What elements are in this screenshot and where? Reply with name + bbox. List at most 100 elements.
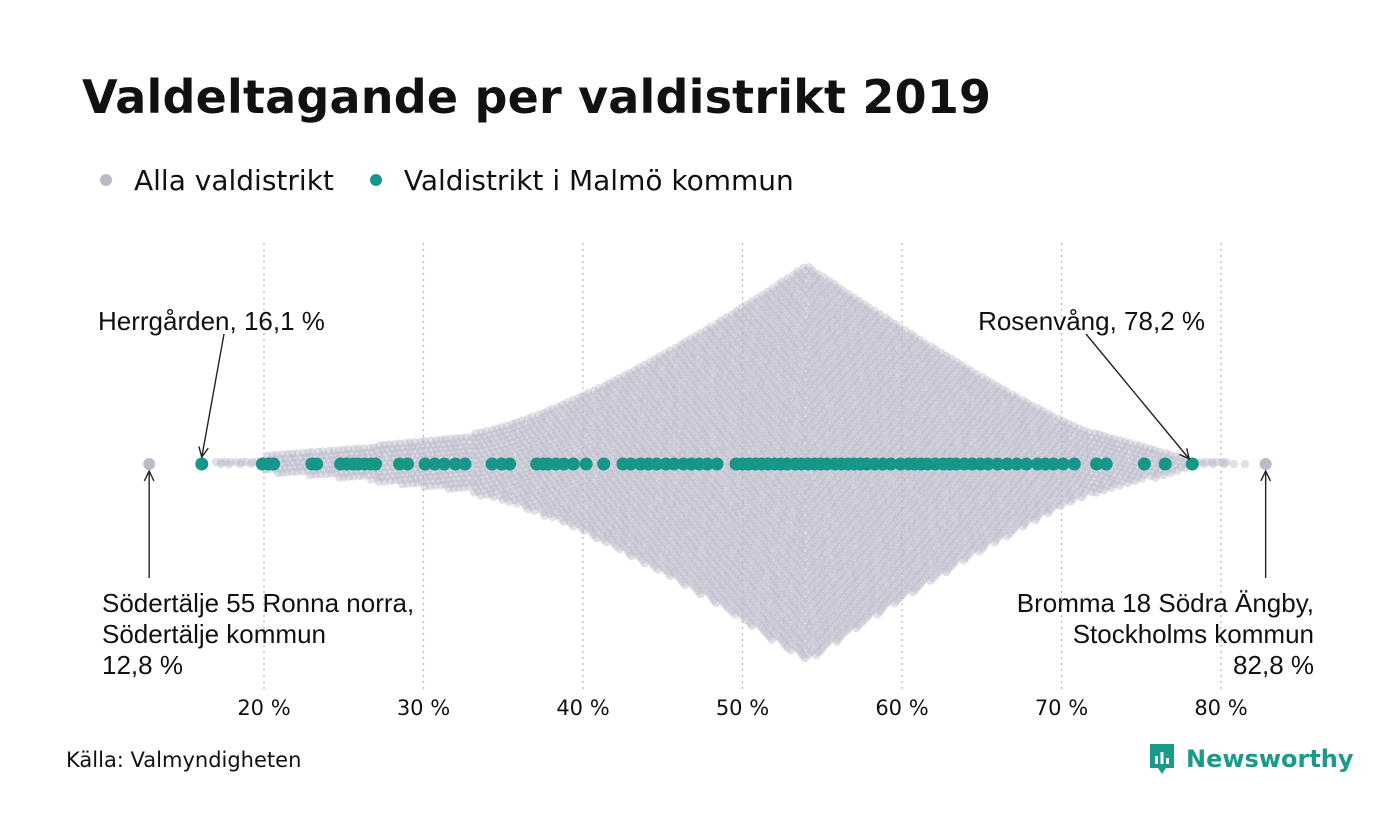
point-all-district — [556, 424, 566, 433]
point-all-district — [385, 467, 395, 477]
point-all-district — [551, 426, 561, 435]
point-all-district — [479, 459, 488, 468]
point-all-district — [375, 441, 385, 450]
point-all-district — [554, 447, 563, 457]
point-all-district — [585, 433, 594, 443]
point-all-district — [414, 451, 423, 460]
point-all-district — [576, 469, 585, 478]
point-all-district — [449, 438, 458, 448]
point-all-district — [464, 437, 474, 447]
point-all-district — [379, 449, 389, 459]
point-all-district — [536, 486, 546, 495]
point-all-district — [543, 424, 552, 434]
point-all-district — [499, 426, 509, 436]
point-all-district — [416, 446, 425, 456]
x-tick-label: 20 % — [237, 696, 290, 720]
point-all-district — [523, 468, 533, 478]
point-all-district — [563, 515, 573, 524]
point-all-district — [477, 446, 486, 455]
point-all-district — [380, 440, 389, 450]
point-all-district — [562, 511, 571, 521]
point-all-district — [563, 434, 573, 443]
point-all-district — [550, 408, 560, 417]
point-all-district — [446, 470, 455, 480]
point-all-district — [280, 454, 290, 464]
point-all-district — [357, 448, 367, 458]
point-all-district — [324, 455, 334, 465]
point-all-district — [495, 482, 505, 491]
point-all-district — [286, 454, 296, 463]
point-all-district — [467, 441, 477, 451]
point-all-district — [597, 495, 606, 504]
point-all-district — [577, 424, 586, 433]
point-all-district — [530, 479, 540, 488]
point-all-district — [507, 491, 516, 501]
point-all-district — [604, 397, 613, 406]
point-all-district — [487, 470, 497, 480]
point-all-district — [569, 512, 579, 522]
point-all-district — [546, 410, 555, 419]
point-all-district — [439, 448, 449, 458]
point-all-district — [571, 507, 580, 516]
point-all-district — [527, 475, 537, 485]
point-all-district — [520, 492, 530, 501]
point-all-district — [574, 447, 584, 457]
point-all-district — [592, 506, 602, 516]
point-all-district — [354, 444, 363, 454]
point-all-district — [331, 468, 341, 478]
point-all-district — [545, 437, 555, 446]
point-all-district — [520, 429, 529, 438]
point-all-district — [382, 472, 392, 481]
point-all-district — [600, 471, 609, 481]
point-all-district — [559, 508, 568, 517]
point-all-district — [574, 483, 583, 493]
legend-item-all: Alla valdistrikt — [100, 164, 334, 197]
point-all-district — [516, 475, 525, 485]
point-all-district — [530, 506, 539, 515]
point-all-district — [388, 471, 398, 481]
point-all-district — [566, 518, 575, 528]
point-all-district — [599, 498, 608, 508]
point-all-district — [391, 475, 400, 485]
point-all-district — [454, 483, 464, 493]
point-all-district — [298, 466, 307, 476]
point-all-district — [456, 469, 466, 479]
point-all-district — [525, 499, 534, 508]
point-all-district — [461, 433, 471, 442]
point-all-district — [563, 425, 573, 434]
point-all-district — [589, 386, 599, 396]
point-all-district — [482, 436, 492, 445]
point-all-district — [331, 450, 341, 460]
point-all-district — [554, 492, 563, 502]
point-all-district — [482, 445, 491, 454]
point-all-district — [515, 493, 524, 503]
point-all-district — [521, 465, 530, 474]
point-all-district — [441, 435, 450, 444]
point-all-district — [469, 452, 479, 461]
point-all-district — [441, 444, 451, 453]
point-all-district — [594, 420, 603, 429]
point-all-district — [530, 488, 540, 497]
point-all-district — [596, 450, 606, 459]
point-all-district — [566, 482, 576, 492]
point-all-district — [587, 518, 596, 527]
point-all-district — [500, 435, 510, 445]
point-all-district — [582, 475, 591, 485]
point-all-district — [586, 428, 595, 437]
point-all-district — [597, 504, 607, 513]
point-all-district — [530, 434, 540, 443]
point-all-district — [535, 477, 545, 486]
point-all-district — [566, 509, 575, 519]
point-all-district — [278, 459, 288, 468]
point-all-district — [510, 477, 519, 487]
point-all-district — [546, 482, 555, 491]
point-all-district — [602, 483, 611, 493]
point-all-district — [527, 421, 537, 431]
point-all-district — [523, 414, 533, 424]
point-all-district — [459, 482, 469, 492]
point-all-district — [584, 397, 594, 407]
point-all-district — [476, 473, 486, 482]
point-all-district — [411, 465, 421, 474]
point-all-district — [554, 474, 564, 484]
point-all-district — [571, 417, 580, 426]
